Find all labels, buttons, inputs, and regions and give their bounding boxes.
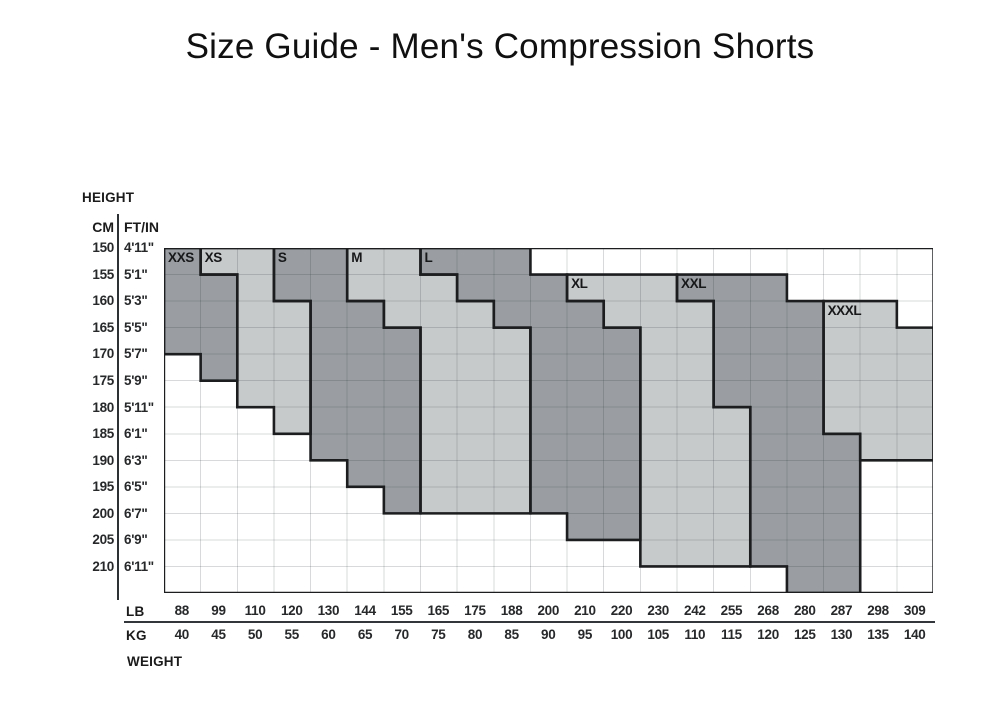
height-ftin-tick: 6'7" [124, 505, 148, 521]
weight-lb-tick: 130 [317, 603, 340, 618]
size-label-L: L [424, 249, 433, 265]
weight-lb-tick: 220 [610, 603, 633, 618]
height-cm-tick: 155 [92, 266, 114, 282]
size-region-fill-M [346, 248, 530, 514]
height-cm-tick: 210 [92, 558, 114, 574]
weight-lb-tick: 298 [867, 603, 889, 618]
weight-kg-tick: 55 [284, 627, 300, 642]
weight-kg-tick: 60 [321, 627, 336, 642]
weight-kg-tick: 125 [793, 627, 816, 642]
weight-lb-tick: 200 [537, 603, 560, 618]
weight-lb-tick: 120 [280, 603, 303, 618]
height-cm-tick: 170 [92, 346, 114, 362]
size-label-XXL: XXL [681, 276, 707, 292]
weight-lb-tick: 155 [390, 603, 413, 618]
weight-kg-tick: 115 [721, 627, 742, 642]
size-label-XXXL: XXXL [827, 302, 862, 318]
height-ftin-tick: 5'1" [124, 266, 148, 282]
weight-kg-tick: 120 [757, 627, 779, 642]
weight-kg-tick: 85 [504, 627, 519, 642]
page-title: Size Guide - Men's Compression Shorts [185, 27, 815, 66]
height-cm-tick: 150 [92, 240, 114, 256]
size-label-XS: XS [204, 249, 223, 265]
weight-kg-tick: 100 [610, 627, 633, 642]
size-label-S: S [277, 249, 287, 265]
height-cm-tick: 185 [92, 426, 114, 442]
weight-kg-tick: 140 [903, 627, 926, 642]
weight-kg-tick: 65 [357, 627, 373, 642]
size-region-fill-XS [200, 248, 311, 435]
size-region-fill-XL [566, 274, 750, 567]
size-region-fill-XXS [163, 248, 237, 381]
height-cm-tick: 180 [92, 399, 114, 415]
height-cm-tick: 200 [92, 505, 114, 521]
weight-lb-tick: 280 [793, 603, 816, 618]
weight-kg-tick: 80 [467, 627, 483, 642]
size-regions-svg [163, 248, 933, 594]
height-ftin-tick: 6'11" [124, 558, 154, 574]
weight-kg-tick: 90 [541, 627, 556, 642]
height-ftin-tick: 6'3" [124, 452, 148, 468]
height-cm-tick: 195 [92, 479, 114, 495]
weight-lb-tick: 255 [720, 603, 743, 618]
lb-kg-separator-line [124, 621, 935, 623]
weight-lb-tick: 188 [500, 603, 523, 618]
size-label-XL: XL [571, 276, 588, 292]
weight-lb-tick: 165 [427, 603, 450, 618]
weight-kg-tick: 50 [247, 627, 263, 642]
size-label-XXS: XXS [168, 249, 194, 265]
height-cm-tick: 175 [92, 372, 114, 388]
size-chart-grid: XXS XS S M L XL XXL XXXL [163, 248, 933, 594]
weight-kg-tick: 130 [830, 627, 853, 642]
weight-kg-tick: 70 [394, 627, 409, 642]
size-label-M: M [351, 249, 363, 265]
weight-lb-tick: 242 [684, 603, 706, 618]
weight-kg-tick: 105 [647, 627, 669, 642]
weight-lb-tick: 287 [830, 603, 853, 618]
height-ftin-tick: 4'11" [124, 240, 154, 256]
height-ftin-tick: 5'7" [124, 346, 148, 362]
weight-axis-label: WEIGHT [127, 654, 183, 669]
cm-column-header: CM [92, 219, 114, 235]
ftin-column-header: FT/IN [124, 219, 159, 235]
height-ftin-tick: 5'9" [124, 372, 148, 388]
size-region-fill-XXL [676, 274, 860, 594]
weight-kg-tick: 45 [211, 627, 226, 642]
weight-kg-tick: 40 [174, 627, 190, 642]
weight-lb-tick: 88 [174, 603, 190, 618]
weight-lb-tick: 268 [757, 603, 779, 618]
height-cm-tick: 190 [92, 452, 114, 468]
size-region-fill-XXXL [823, 301, 933, 461]
weight-kg-tick: 95 [577, 627, 593, 642]
weight-kg-tick: 135 [867, 627, 889, 642]
height-ftin-tick: 5'3" [124, 293, 148, 309]
weight-lb-tick: 309 [903, 603, 926, 618]
weight-lb-tick: 210 [574, 603, 596, 618]
lb-row-label: LB [126, 604, 145, 619]
weight-lb-tick: 110 [244, 603, 266, 618]
kg-row-label: KG [126, 628, 147, 643]
cm-ftin-divider-line [116, 214, 119, 600]
height-cm-tick: 205 [92, 532, 114, 548]
size-region-border-XXXL [823, 301, 933, 460]
height-ftin-tick: 6'1" [124, 426, 148, 442]
weight-lb-tick: 99 [211, 603, 226, 618]
height-axis-label: HEIGHT [82, 190, 135, 205]
height-ftin-tick: 6'5" [124, 479, 148, 495]
size-region-border-XXL [677, 275, 860, 593]
weight-kg-tick: 110 [684, 627, 706, 642]
weight-lb-tick: 230 [647, 603, 669, 618]
height-ftin-tick: 5'11" [124, 399, 154, 415]
height-ftin-tick: 5'5" [124, 319, 148, 335]
weight-lb-tick: 144 [354, 603, 376, 618]
weight-kg-tick: 75 [431, 627, 446, 642]
height-cm-tick: 165 [92, 319, 114, 335]
height-cm-tick: 160 [92, 293, 114, 309]
height-ftin-tick: 6'9" [124, 532, 148, 548]
weight-lb-tick: 175 [464, 603, 486, 618]
